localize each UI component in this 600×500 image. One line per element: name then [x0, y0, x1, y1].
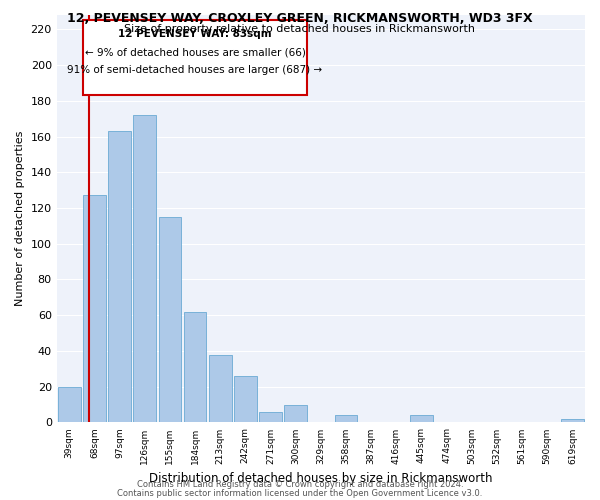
Bar [108, 131, 131, 422]
Text: 12, PEVENSEY WAY, CROXLEY GREEN, RICKMANSWORTH, WD3 3FX: 12, PEVENSEY WAY, CROXLEY GREEN, RICKMAN… [67, 12, 533, 26]
Text: ← 9% of detached houses are smaller (66): ← 9% of detached houses are smaller (66) [85, 47, 305, 57]
Bar [284, 404, 307, 422]
Text: Contains public sector information licensed under the Open Government Licence v3: Contains public sector information licen… [118, 488, 482, 498]
Bar [158, 217, 181, 422]
Bar [234, 376, 257, 422]
Bar [335, 416, 358, 422]
Bar [133, 115, 156, 422]
Text: Contains HM Land Registry data © Crown copyright and database right 2024.: Contains HM Land Registry data © Crown c… [137, 480, 463, 489]
Text: 12 PEVENSEY WAY: 83sqm: 12 PEVENSEY WAY: 83sqm [118, 30, 272, 40]
Bar [58, 386, 80, 422]
Bar [259, 412, 282, 422]
Text: Size of property relative to detached houses in Rickmansworth: Size of property relative to detached ho… [125, 24, 476, 34]
Bar [83, 20, 307, 96]
Text: 91% of semi-detached houses are larger (687) →: 91% of semi-detached houses are larger (… [67, 65, 323, 75]
Bar [83, 196, 106, 422]
Y-axis label: Number of detached properties: Number of detached properties [15, 131, 25, 306]
Bar [209, 354, 232, 422]
Bar [561, 419, 584, 422]
X-axis label: Distribution of detached houses by size in Rickmansworth: Distribution of detached houses by size … [149, 472, 493, 485]
Bar [410, 416, 433, 422]
Bar [184, 312, 206, 422]
